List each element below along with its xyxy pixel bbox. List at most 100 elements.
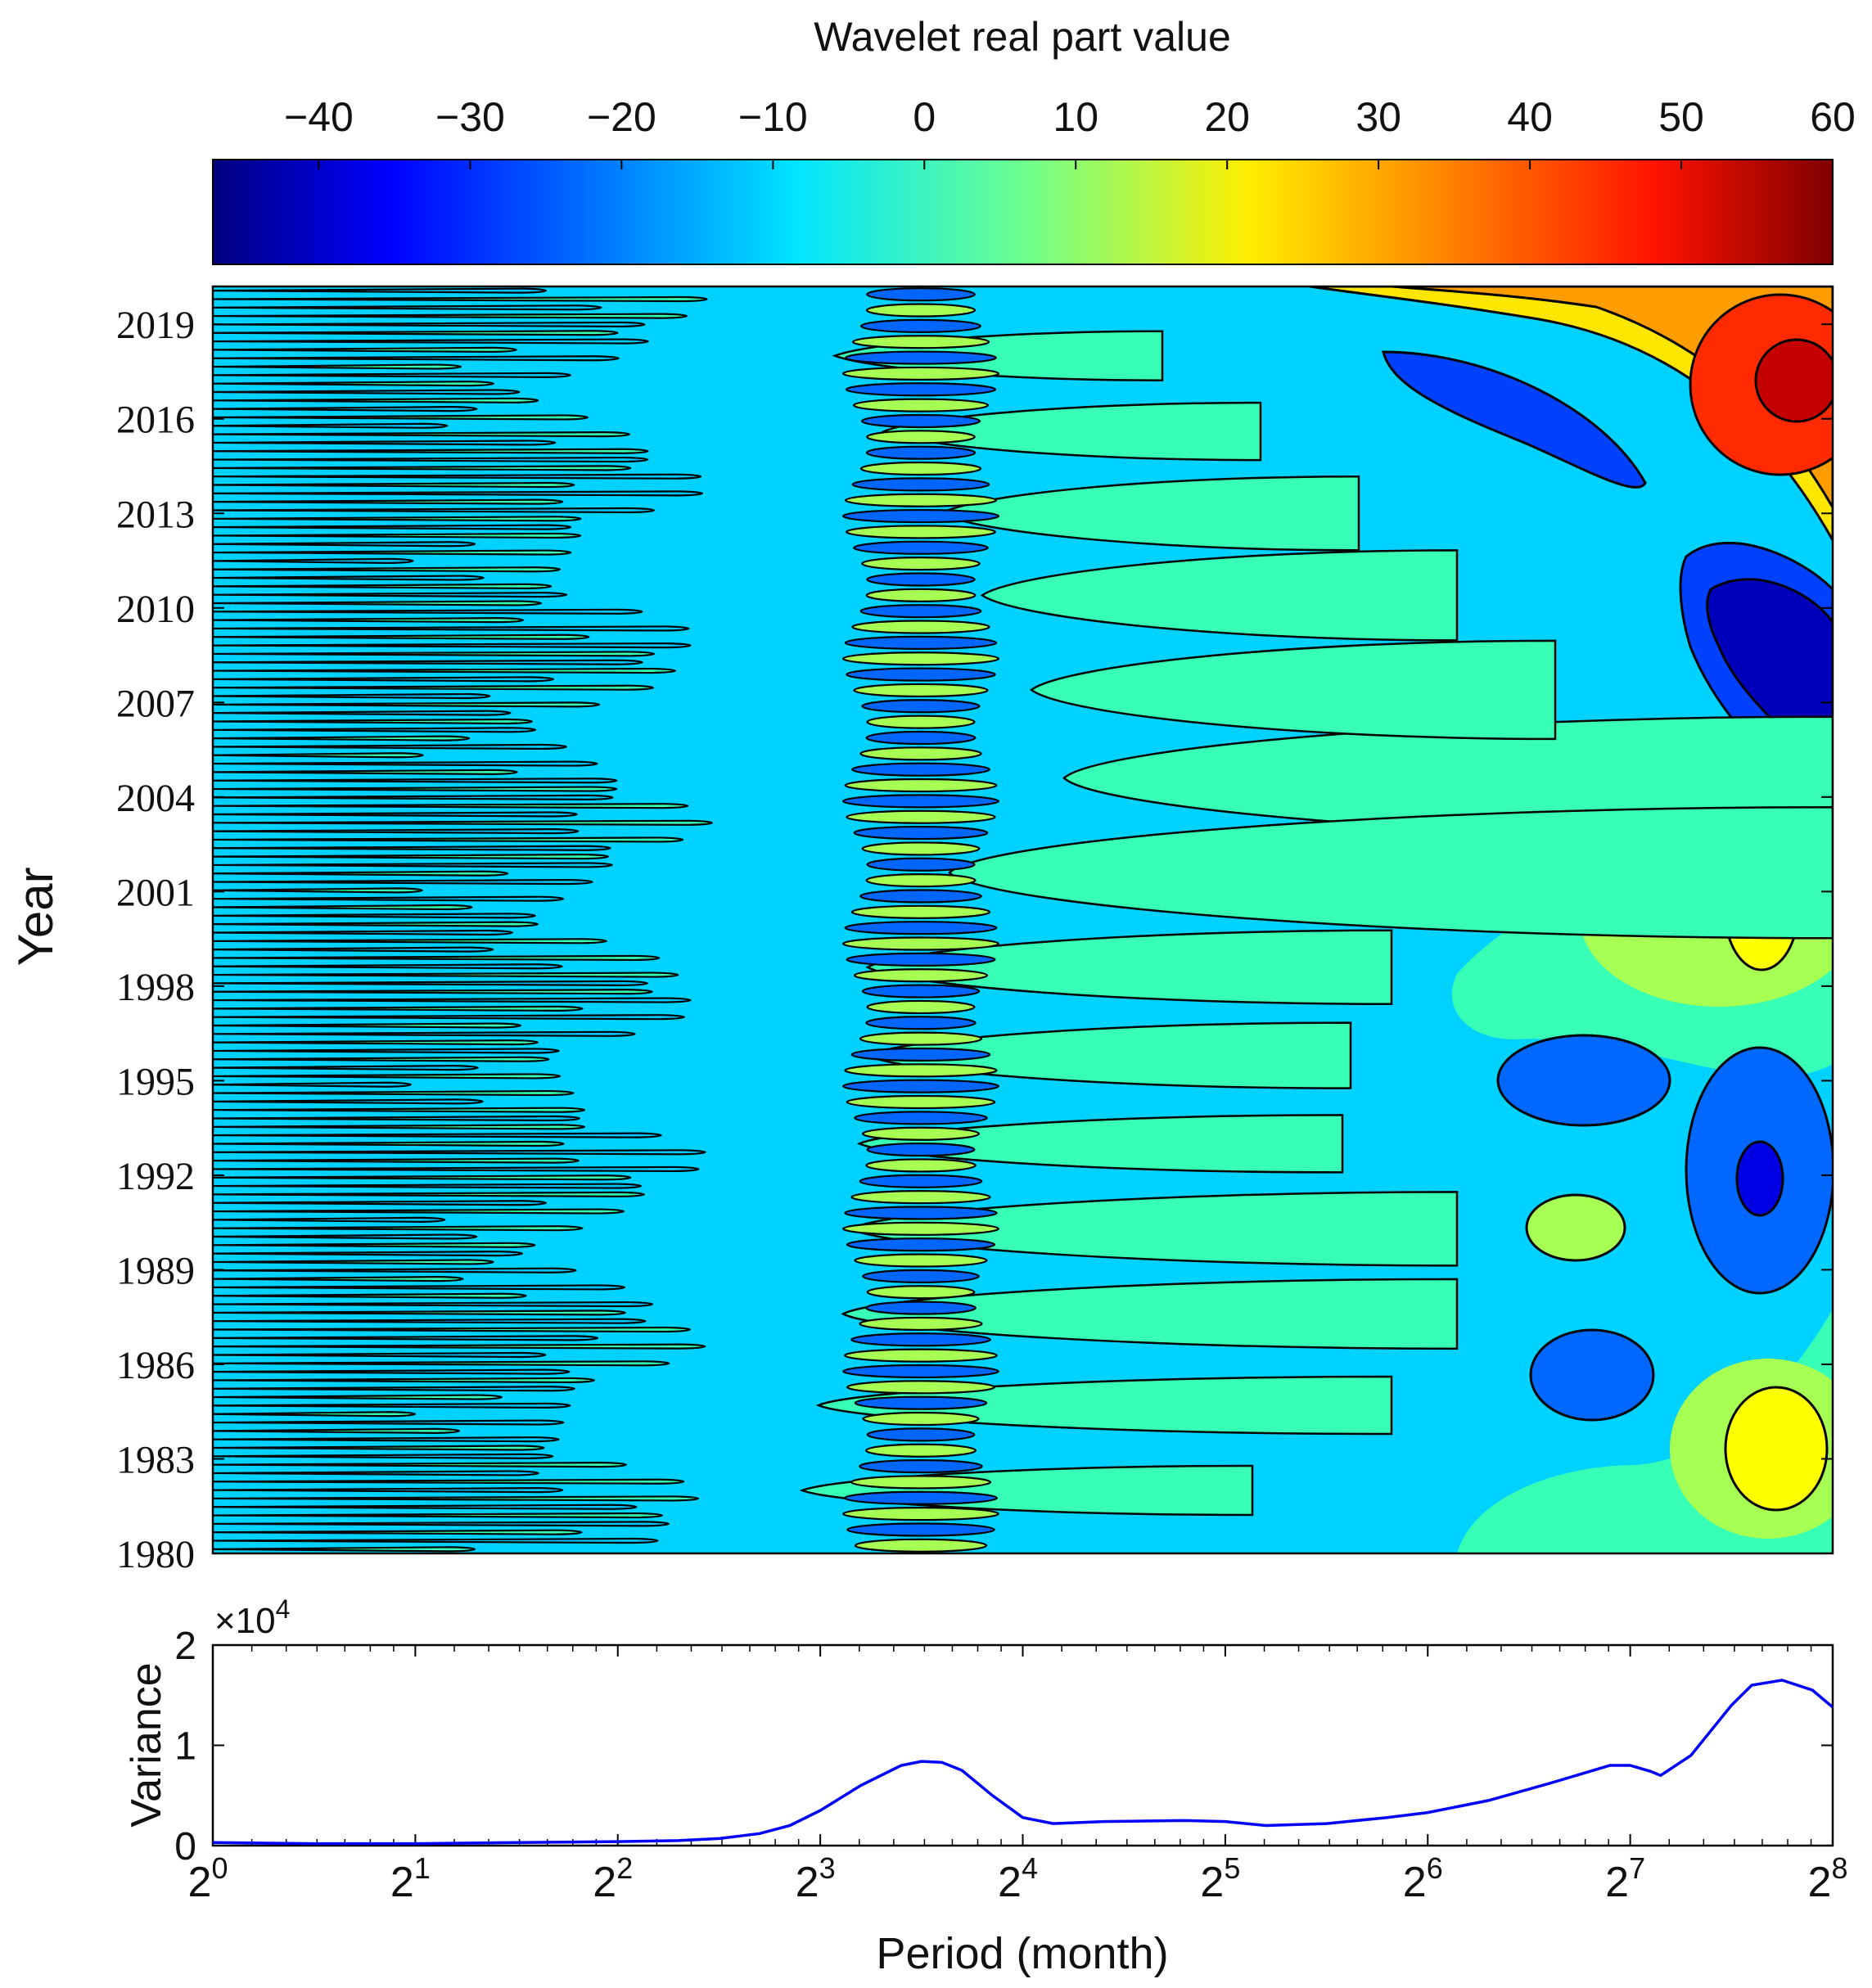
heatmap-short-period-band: [213, 1030, 636, 1037]
heatmap-short-period-band: [213, 1335, 599, 1341]
heatmap-annual-band: [859, 1174, 983, 1188]
heatmap-y-tick-label: 2007: [116, 682, 195, 725]
heatmap-short-period-band: [213, 1368, 571, 1375]
heatmap-annual-band: [852, 398, 990, 412]
heatmap-short-period-band: [213, 1377, 596, 1384]
heatmap-y-tick-label: 1995: [116, 1060, 195, 1103]
heatmap-short-period-band: [213, 929, 513, 936]
heatmap-annual-band: [846, 667, 996, 682]
heatmap-annual-band: [866, 857, 976, 872]
heatmap-short-period-band: [213, 1089, 575, 1097]
heatmap-short-period-band: [213, 1402, 571, 1409]
heatmap-annual-band: [859, 746, 982, 761]
heatmap-short-period-band: [213, 1360, 670, 1367]
heatmap-annual-band: [866, 287, 976, 302]
heatmap-annual-band: [844, 921, 998, 935]
heatmap-annual-band: [845, 350, 997, 365]
heatmap-annual-band: [866, 1142, 976, 1157]
heatmap-short-period-band: [213, 397, 539, 403]
heatmap-short-period-band: [213, 372, 571, 378]
heatmap-annual-band: [859, 889, 982, 904]
heatmap-annual-band: [841, 794, 1000, 809]
variance-exponent-label: ×104: [214, 1594, 290, 1641]
heatmap-short-period-band: [213, 600, 543, 606]
heatmap-annual-band: [861, 699, 981, 714]
heatmap-short-period-band: [213, 667, 677, 674]
heatmap-annual-band: [853, 540, 989, 555]
heatmap-short-period-band: [213, 1343, 706, 1350]
heatmap-short-period-band: [213, 1140, 565, 1147]
heatmap-annual-band: [841, 366, 1000, 381]
heatmap-annual-band: [866, 1427, 976, 1442]
heatmap-annual-band: [845, 525, 997, 539]
heatmap-annual-band: [859, 1316, 983, 1332]
heatmap-short-period-band: [213, 1191, 645, 1198]
heatmap-short-period-band: [213, 836, 684, 843]
heatmap-short-period-band: [213, 878, 593, 886]
heatmap-short-period-band: [213, 794, 614, 800]
heatmap-annual-band: [850, 1332, 991, 1347]
heatmap-annual-band: [866, 572, 976, 587]
heatmap-annual-band: [842, 1221, 999, 1236]
heatmap-finger: [948, 805, 1833, 940]
heatmap-finger: [881, 401, 1262, 462]
heatmap-annual-band: [859, 1458, 983, 1474]
heatmap-short-period-band: [213, 1267, 577, 1273]
colorbar: Wavelet real part value −40 −30 −20 −10 0 10 2…: [212, 14, 1856, 265]
heatmap-short-period-band: [213, 1022, 522, 1029]
heatmap-short-period-band: [213, 389, 521, 395]
heatmap-bands-annual: [841, 287, 1000, 1553]
heatmap-short-period-band: [213, 1005, 584, 1012]
heatmap-short-period-band: [213, 803, 689, 809]
heatmap-short-period-band: [213, 1470, 539, 1476]
colorbar-title: Wavelet real part value: [814, 14, 1231, 60]
heatmap-annual-band: [865, 873, 977, 888]
heatmap-short-period-band: [213, 1436, 560, 1443]
heatmap-short-period-band: [213, 989, 653, 995]
heatmap-short-period-band: [213, 828, 580, 835]
heatmap-short-period-band: [213, 304, 602, 311]
colorbar-tick-label: 10: [1053, 94, 1098, 140]
heatmap-short-period-band: [213, 1216, 446, 1223]
heatmap-short-period-band: [213, 1225, 584, 1232]
heatmap-annual-band: [865, 1301, 977, 1315]
heatmap-annual-band: [846, 1380, 995, 1395]
heatmap-annual-band: [851, 335, 990, 349]
heatmap-annual-band: [850, 1475, 992, 1490]
heatmap-annual-band: [853, 968, 989, 983]
heatmap-short-period-band: [213, 1056, 550, 1062]
heatmap-short-period-band: [213, 870, 509, 877]
heatmap-short-period-band: [213, 1495, 700, 1502]
heatmap-short-period-band: [213, 701, 601, 708]
heatmap-bands-short-period: [213, 287, 714, 1553]
heatmap-annual-band: [865, 730, 977, 746]
heatmap-short-period-band: [213, 1486, 564, 1494]
heatmap-y-tick-label: 1998: [116, 966, 195, 1009]
heatmap-short-period-band: [213, 659, 643, 665]
heatmap-short-period-band: [213, 1165, 700, 1173]
heatmap-short-period-band: [213, 904, 473, 911]
heatmap-y-tick-label: 1980: [116, 1533, 195, 1576]
heatmap-annual-band: [841, 651, 1000, 666]
heatmap-short-period-band: [213, 633, 590, 640]
heatmap-short-period-band: [213, 819, 714, 826]
colorbar-tick-label: −10: [738, 94, 808, 140]
heatmap-frame: [211, 285, 1834, 1555]
heatmap-annual-band: [862, 1269, 980, 1283]
heatmap-short-period-band: [213, 295, 708, 303]
heatmap-short-period-band: [213, 1251, 524, 1257]
heatmap-short-period-band: [213, 575, 485, 581]
heatmap-short-period-band: [213, 481, 575, 489]
heatmap-annual-band: [859, 604, 982, 619]
heatmap-y-tick-label: 2019: [116, 304, 195, 347]
heatmap-short-period-band: [213, 406, 478, 412]
heatmap-short-period-band: [213, 752, 424, 759]
heatmap-annual-band: [859, 318, 982, 333]
heatmap-y-tick-label: 2016: [116, 399, 195, 442]
heatmap-short-period-band: [213, 778, 618, 784]
heatmap-short-period-band: [213, 1386, 575, 1392]
heatmap-short-period-band: [213, 921, 539, 927]
heatmap-short-period-band: [213, 676, 555, 683]
heatmap-short-period-band: [213, 769, 518, 776]
heatmap-annual-band: [854, 1538, 988, 1553]
